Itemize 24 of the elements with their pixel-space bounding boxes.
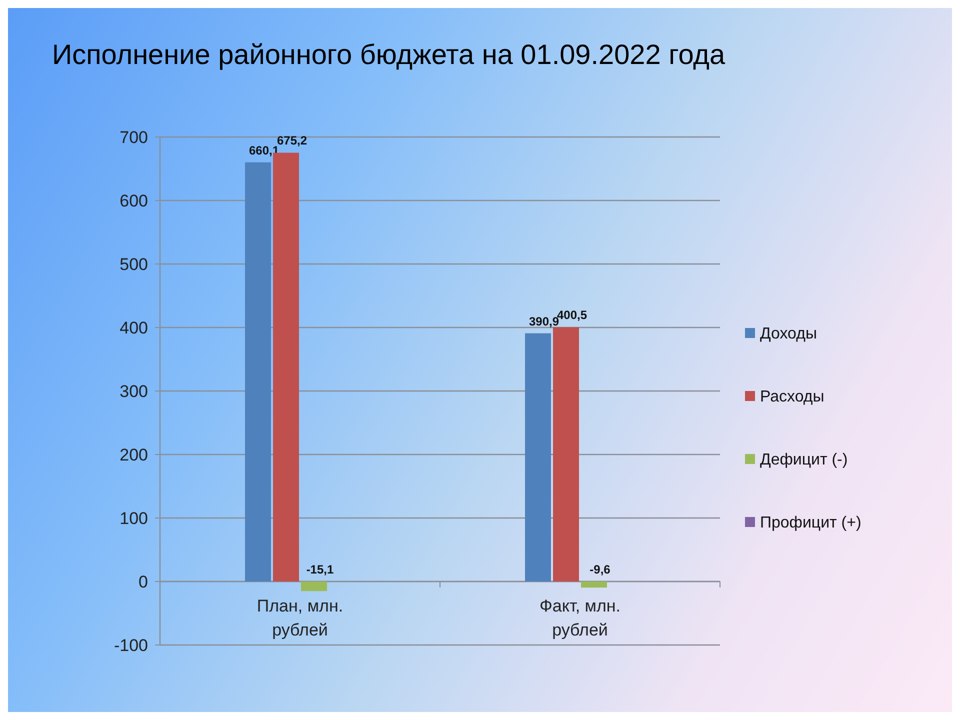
y-tick-label: 0 (138, 572, 148, 592)
data-label: -15,1 (306, 562, 334, 576)
bar (581, 582, 607, 588)
y-tick-label: 500 (120, 254, 148, 274)
bar (553, 327, 579, 582)
data-label: -9,6 (590, 562, 611, 576)
legend-label: Профицит (+) (760, 514, 862, 532)
chart-title: Исполнение районного бюджета на 01.09.2022 года (52, 39, 726, 70)
bar (525, 333, 551, 582)
y-tick-label: 700 (120, 128, 148, 147)
y-tick-label: 100 (120, 508, 148, 528)
data-label: 675,2 (276, 134, 308, 148)
y-tick-label: 600 (120, 191, 148, 210)
y-tick-label: -100 (114, 636, 148, 655)
bar (301, 582, 327, 592)
legend-label: Доходы (760, 326, 817, 343)
y-tick-label: 200 (120, 445, 148, 464)
bar (245, 162, 271, 582)
y-tick-label: 400 (120, 318, 148, 338)
x-tick-label: План, млн. рублей (256, 596, 344, 640)
x-tick-label: Факт, млн. рублей (539, 596, 621, 640)
y-tick-label: 300 (120, 382, 148, 401)
legend-label: Расходы (760, 388, 824, 406)
legend-label: Дефицит (-) (760, 452, 848, 469)
